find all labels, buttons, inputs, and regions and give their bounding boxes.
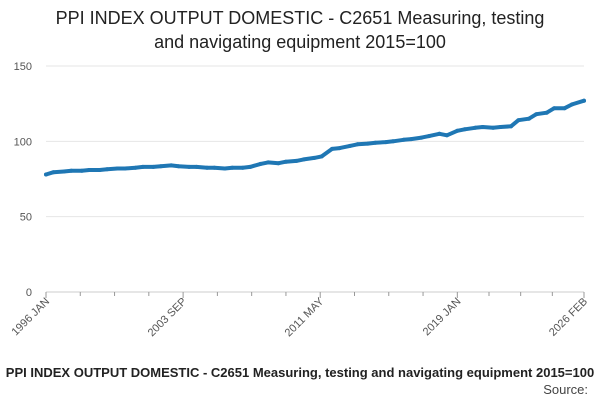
data-point [391, 139, 396, 144]
data-point [79, 168, 84, 173]
data-point [348, 143, 352, 148]
data-point [51, 170, 56, 175]
data-point [383, 140, 388, 145]
x-tick-label: 2003 SEP [146, 296, 190, 340]
y-tick-label: 0 [26, 287, 32, 299]
x-tick-label: 2026 FEB [547, 296, 590, 339]
data-point [330, 146, 335, 151]
data-point [169, 163, 174, 168]
data-point [69, 168, 74, 173]
data-point [222, 166, 227, 171]
data-point [248, 164, 253, 169]
data-point [194, 164, 199, 169]
data-point [582, 98, 586, 103]
x-tick-label: 1996 JAN [9, 296, 52, 339]
data-point [105, 167, 110, 172]
data-point [258, 161, 263, 166]
data-point [319, 154, 324, 159]
data-point [301, 157, 306, 162]
data-point [455, 128, 460, 133]
data-point [534, 112, 539, 117]
data-point [480, 125, 485, 129]
data-point [294, 158, 299, 163]
data-point [437, 131, 442, 136]
data-point [355, 142, 360, 147]
y-tick-label: 100 [14, 136, 32, 148]
data-point [419, 135, 424, 140]
data-point [205, 165, 209, 170]
data-point [212, 165, 217, 170]
chart-title-line-2: and navigating equipment 2015=100 [154, 32, 446, 52]
chart-title-line-1: PPI INDEX OUTPUT DOMESTIC - C2651 Measur… [55, 8, 545, 28]
data-point [176, 164, 181, 169]
y-axis: 0 50 100 150 [14, 61, 32, 299]
chart-title: PPI INDEX OUTPUT DOMESTIC - C2651 Measur… [0, 6, 600, 54]
y-tick-label: 150 [14, 61, 32, 73]
data-point [61, 169, 66, 174]
data-point [473, 125, 478, 130]
series-line [44, 98, 586, 177]
data-point [516, 118, 521, 123]
data-point [187, 164, 192, 169]
data-point [365, 141, 370, 146]
data-point [570, 102, 575, 107]
data-point [462, 127, 467, 132]
data-point [276, 161, 281, 166]
data-point [240, 165, 245, 170]
data-point [158, 164, 163, 169]
data-point [97, 168, 102, 172]
source-label: Source: [543, 382, 588, 397]
data-point [544, 110, 549, 115]
data-point [444, 133, 449, 138]
y-tick-label: 50 [20, 212, 32, 224]
data-point [526, 116, 531, 121]
data-point [509, 124, 513, 129]
data-point [230, 165, 235, 170]
data-point [44, 172, 48, 177]
data-point [337, 146, 342, 151]
data-point [266, 160, 271, 165]
data-point [562, 106, 567, 111]
data-point [87, 168, 92, 172]
data-point [409, 137, 414, 142]
data-point [498, 125, 503, 129]
data-point [123, 166, 127, 171]
plot-area [44, 98, 586, 177]
grid-lines [46, 65, 584, 293]
data-point [373, 140, 378, 145]
data-point [552, 106, 557, 111]
data-point [151, 164, 156, 169]
data-point [401, 137, 406, 142]
data-point [491, 125, 496, 130]
x-axis: 1996 JAN 2003 SEP 2011 MAY 2019 JAN 2026 FEB [9, 291, 590, 340]
chart-caption: PPI INDEX OUTPUT DOMESTIC - C2651 Measur… [5, 365, 595, 380]
data-point [140, 164, 145, 169]
data-point [427, 134, 431, 139]
x-tick-label: 2019 JAN [421, 296, 464, 339]
data-point [312, 155, 317, 160]
data-point [283, 159, 288, 164]
data-point [133, 165, 138, 170]
data-point [115, 166, 120, 171]
x-tick-label: 2011 MAY [283, 295, 327, 339]
